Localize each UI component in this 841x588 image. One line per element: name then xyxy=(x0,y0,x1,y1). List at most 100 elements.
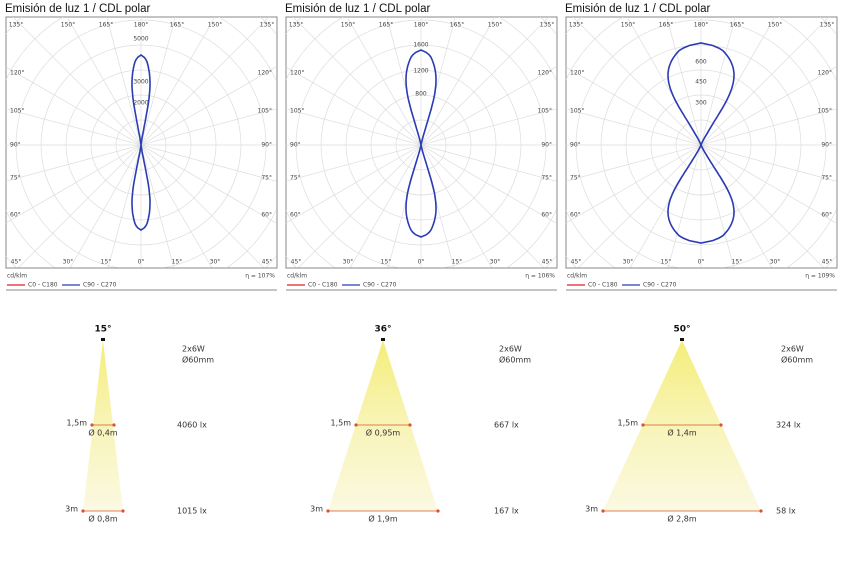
angle-label: 120° xyxy=(258,70,272,77)
diameter: Ø60mm xyxy=(499,355,531,365)
width-end xyxy=(81,509,85,513)
angle-label: 165° xyxy=(730,22,744,29)
angle-label: 90° xyxy=(570,142,581,149)
angle-label: 165° xyxy=(170,22,184,29)
angle-label: 165° xyxy=(379,22,393,29)
efficiency: η = 107% xyxy=(245,273,275,280)
angle-label: 60° xyxy=(541,212,552,219)
legend-label: C0 - C180 xyxy=(28,282,58,289)
angle-label: 75° xyxy=(261,175,272,182)
legend-label: C0 - C180 xyxy=(588,282,618,289)
power: 2x6W xyxy=(499,345,522,354)
angle-label: 60° xyxy=(570,212,581,219)
angle-label: 75° xyxy=(541,175,552,182)
angle-label: 45° xyxy=(11,259,22,266)
angle-label: 135° xyxy=(820,22,834,29)
legend-label: C0 - C180 xyxy=(308,282,338,289)
angle-label: 45° xyxy=(822,259,833,266)
diameter: Ø60mm xyxy=(781,355,813,365)
unit-label: cd/klm xyxy=(7,273,27,280)
angle-label: 15° xyxy=(101,259,112,266)
angle-label: 15° xyxy=(172,259,183,266)
legend-label: C90 - C270 xyxy=(363,282,397,289)
width-end xyxy=(112,423,116,427)
spot-width: Ø 2,8m xyxy=(667,514,697,524)
radial-label: 300 xyxy=(695,100,707,107)
angle-label: 135° xyxy=(289,22,303,29)
radial-label: 800 xyxy=(415,91,427,98)
width-end xyxy=(719,423,723,427)
light-cone xyxy=(603,340,761,511)
spot-width: Ø 1,9m xyxy=(368,514,398,524)
distance: 1,5m xyxy=(617,419,638,428)
angle-label: 75° xyxy=(570,175,581,182)
illuminance: 324 lx xyxy=(776,421,801,430)
radial-label: 1200 xyxy=(413,68,428,75)
angle-label: 30° xyxy=(770,259,781,266)
efficiency: η = 106% xyxy=(525,273,555,280)
angle-label: 30° xyxy=(63,259,74,266)
width-end xyxy=(436,509,440,513)
angle-label: 150° xyxy=(208,22,222,29)
spot-width: Ø 0,4m xyxy=(88,428,118,438)
angle-label: 60° xyxy=(821,212,832,219)
angle-label: 45° xyxy=(262,259,273,266)
panel-title: Emisión de luz 1 / CDL polar xyxy=(285,3,430,15)
angle-label: 120° xyxy=(538,70,552,77)
angle-label: 90° xyxy=(10,142,21,149)
angle-label: 120° xyxy=(570,70,584,77)
beam-angle: 15° xyxy=(94,325,111,335)
radial-label: 1600 xyxy=(413,42,428,49)
radial-label: 2000 xyxy=(133,100,148,107)
panel-title: Emisión de luz 1 / CDL polar xyxy=(5,3,150,15)
angle-label: 105° xyxy=(258,108,272,115)
angle-label: 150° xyxy=(341,22,355,29)
diameter: Ø60mm xyxy=(182,355,214,365)
distance: 1,5m xyxy=(66,419,87,428)
angle-label: 150° xyxy=(488,22,502,29)
distance: 1,5m xyxy=(330,419,351,428)
lamp xyxy=(381,338,385,341)
distance: 3m xyxy=(65,505,78,514)
radial-label: 600 xyxy=(695,59,707,66)
radial-label: 5000 xyxy=(133,36,148,43)
width-end xyxy=(408,423,412,427)
illuminance: 167 lx xyxy=(494,507,519,516)
legend-label: C90 - C270 xyxy=(83,282,117,289)
lamp xyxy=(101,338,105,341)
angle-label: 180° xyxy=(134,22,148,29)
angle-label: 105° xyxy=(818,108,832,115)
radial-label: 3000 xyxy=(133,79,148,86)
angle-label: 30° xyxy=(490,259,501,266)
angle-label: 105° xyxy=(570,108,584,115)
width-end xyxy=(601,509,605,513)
radial-label: 450 xyxy=(695,79,707,86)
angle-label: 30° xyxy=(210,259,221,266)
unit-label: cd/klm xyxy=(287,273,307,280)
power: 2x6W xyxy=(182,345,205,354)
angle-label: 135° xyxy=(540,22,554,29)
legend-label: C90 - C270 xyxy=(643,282,677,289)
spot-width: Ø 1,4m xyxy=(667,428,697,438)
angle-label: 150° xyxy=(768,22,782,29)
angle-label: 90° xyxy=(290,142,301,149)
angle-label: 60° xyxy=(10,212,21,219)
width-end xyxy=(354,423,358,427)
distance: 3m xyxy=(585,505,598,514)
distance: 3m xyxy=(310,505,323,514)
angle-label: 90° xyxy=(541,142,552,149)
power: 2x6W xyxy=(781,345,804,354)
distribution-curve xyxy=(405,49,437,238)
width-end xyxy=(326,509,330,513)
beam-angle: 50° xyxy=(673,325,690,335)
spot-width: Ø 0,8m xyxy=(88,514,118,524)
distribution-curve xyxy=(131,54,151,231)
illuminance: 667 lx xyxy=(494,421,519,430)
angle-label: 75° xyxy=(290,175,301,182)
angle-label: 60° xyxy=(261,212,272,219)
distribution-curve xyxy=(667,42,735,244)
illuminance: 4060 lx xyxy=(177,421,207,430)
width-end xyxy=(759,509,763,513)
angle-label: 15° xyxy=(452,259,463,266)
